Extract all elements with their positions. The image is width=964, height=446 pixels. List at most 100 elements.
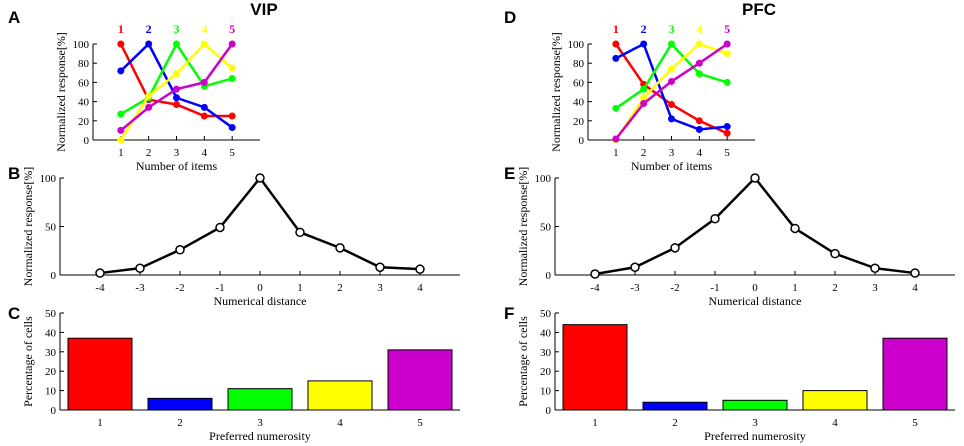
data-point-series-5 (695, 59, 703, 67)
x-tick-label: -1 (710, 282, 719, 294)
series-label-4: 4 (696, 22, 702, 36)
panel-f: F 0 10 20 30 40 50 1 2 3 4 5 Preferred numerosity Per… (504, 304, 955, 443)
data-point-series-3 (640, 85, 648, 93)
y-tick-label: 40 (45, 327, 57, 339)
x-tick-label: -4 (590, 282, 600, 294)
y-tick-label: 50 (45, 222, 57, 234)
data-point-series-4 (117, 136, 125, 144)
x-tick-label: 2 (672, 417, 678, 429)
tuning-data-point (335, 243, 345, 253)
data-point-series-3 (117, 110, 125, 118)
y-tick-label: 80 (78, 58, 90, 70)
data-point-series-5 (117, 126, 125, 134)
series-label-1: 1 (613, 22, 619, 36)
data-point-series-1 (200, 112, 208, 120)
x-tick-label: 5 (724, 147, 730, 159)
series-label-5: 5 (724, 22, 730, 36)
data-point-series-3 (612, 104, 620, 112)
panel-letter-a: A (8, 8, 20, 27)
panel-letter-d: D (504, 8, 516, 27)
panel-letter-b: B (8, 164, 20, 183)
tuning-data-point (710, 213, 720, 224)
x-tick-label: -2 (175, 282, 184, 294)
tuning-data-point (95, 268, 105, 278)
y-tick-label: 30 (540, 347, 552, 359)
tuning-data-point (830, 248, 840, 259)
data-point-series-5 (145, 103, 153, 111)
data-point-series-3 (695, 70, 703, 78)
panel-a: A VIP 0 20 40 60 80 100 1 2 3 4 5 Number of items Norm… (8, 0, 278, 173)
data-point-series-2 (640, 40, 648, 48)
y-tick-label: 80 (573, 58, 585, 70)
data-point-series-3 (173, 40, 180, 48)
y-tick-label: 0 (84, 135, 90, 147)
panel-letter-f: F (504, 304, 514, 323)
y-axis-label: Normalized response[%] (516, 167, 530, 287)
bar-numerosity-4 (307, 380, 373, 411)
x-tick-label: 5 (229, 147, 235, 159)
data-point-series-3 (228, 75, 236, 83)
data-point-series-5 (228, 40, 236, 48)
tuning-data-point (910, 268, 920, 278)
y-tick-label: 50 (540, 308, 552, 320)
y-tick-label: 20 (573, 116, 585, 128)
y-tick-label: 40 (540, 327, 552, 339)
y-tick-label: 40 (573, 97, 585, 109)
x-tick-label: 1 (97, 417, 103, 429)
x-tick-label: 3 (174, 147, 180, 159)
series-label-4: 4 (201, 22, 207, 36)
y-tick-label: 0 (546, 405, 552, 417)
y-tick-label: 60 (78, 77, 90, 89)
x-tick-label: 1 (297, 282, 303, 294)
column-title-pfc: PFC (742, 0, 776, 19)
bar-numerosity-2 (147, 397, 213, 411)
x-tick-label: 3 (669, 147, 675, 159)
tuning-data-point (750, 173, 760, 183)
x-tick-label: 3 (872, 282, 878, 294)
x-tick-label: -3 (135, 282, 145, 294)
y-tick-label: 100 (73, 39, 90, 51)
x-tick-label: 4 (912, 282, 918, 294)
x-tick-label: 0 (257, 282, 263, 294)
tuning-data-point (670, 243, 680, 253)
bar-numerosity-4 (802, 390, 868, 411)
data-point-series-2 (173, 94, 180, 102)
tuning-data-point (255, 173, 265, 183)
x-tick-label: 2 (177, 417, 183, 429)
data-point-series-2 (612, 54, 620, 62)
data-point-series-5 (200, 78, 208, 86)
bar-numerosity-2 (642, 401, 708, 411)
panel-c: C 0 10 20 30 40 50 1 2 3 4 5 Preferred numerosity Per… (8, 304, 460, 443)
data-point-series-4 (145, 92, 153, 100)
data-point-series-5 (640, 100, 648, 108)
panel-letter-c: C (8, 304, 20, 323)
x-tick-label: 4 (697, 147, 703, 159)
data-point-series-2 (200, 103, 208, 111)
x-axis-label: Numerical distance (214, 294, 307, 308)
series-label-1: 1 (118, 22, 124, 36)
x-tick-label: 2 (146, 147, 152, 159)
tuning-data-point (415, 264, 425, 274)
data-point-series-4 (640, 94, 648, 102)
tuning-data-point (790, 223, 800, 234)
y-tick-label: 10 (45, 386, 57, 398)
y-axis-label: Normalized response[%] (21, 167, 35, 287)
bar-numerosity-5 (882, 337, 948, 411)
x-tick-label: 1 (613, 147, 619, 159)
x-tick-label: 1 (592, 417, 598, 429)
x-tick-label: 1 (118, 147, 124, 159)
tuning-data-point (870, 263, 880, 273)
data-point-series-1 (668, 100, 675, 108)
data-point-series-1 (117, 40, 125, 48)
bar-numerosity-3 (722, 399, 788, 411)
data-point-series-1 (612, 40, 620, 48)
x-tick-label: 3 (377, 282, 383, 294)
data-point-series-1 (723, 129, 731, 137)
y-tick-label: 30 (45, 347, 57, 359)
data-point-series-2 (723, 123, 731, 131)
x-tick-label: 3 (257, 417, 263, 429)
data-point-series-4 (723, 50, 731, 58)
y-tick-label: 100 (40, 173, 57, 185)
y-tick-label: 50 (540, 222, 552, 234)
